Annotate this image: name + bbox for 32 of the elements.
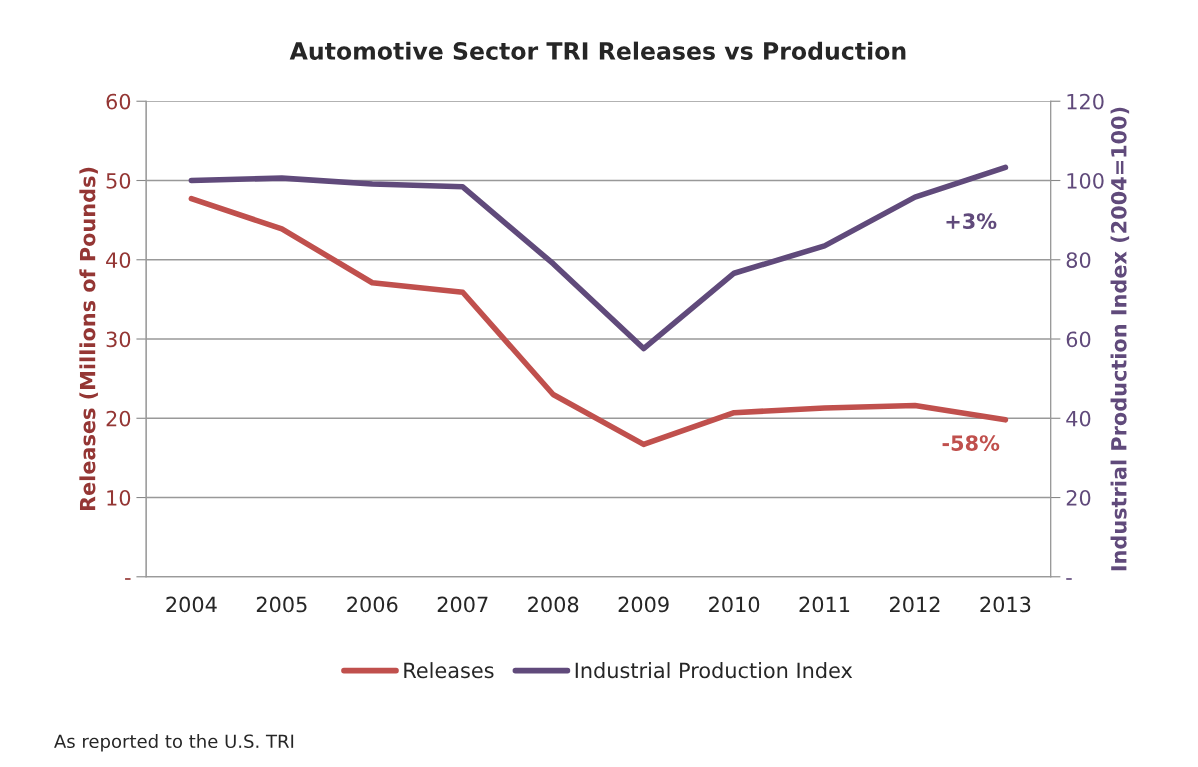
y2-tick-label: 80: [1066, 252, 1091, 268]
y2-tick-label: 60: [1066, 331, 1091, 348]
y-tick-label: 60: [106, 93, 131, 110]
chart-title: Automotive Sector TRI Releases vs Production: [289, 41, 906, 60]
x-tick-label: 2005: [256, 596, 307, 613]
x-tick-label: 2013: [980, 596, 1031, 613]
x-tick-label: 2010: [709, 596, 760, 613]
y-tick-label: 10: [107, 489, 131, 506]
y-tick-label: 20: [106, 410, 131, 427]
annotation: -58%: [942, 435, 1000, 451]
y2-tick-label: 120: [1067, 93, 1104, 110]
y2-axis-title: Industrial Production Index (2004=100): [1110, 107, 1130, 571]
x-tick-label: 2012: [889, 596, 940, 613]
x-tick-label: 2008: [528, 596, 579, 613]
legend-label: Industrial Production Index: [575, 662, 853, 679]
y2-tick-label: 40: [1066, 410, 1091, 427]
x-tick-label: 2009: [618, 596, 669, 613]
x-tick-label: 2011: [799, 596, 850, 613]
y-tick-label: 30: [106, 331, 131, 348]
text: As reported to the U.S. TRI: [54, 734, 294, 752]
legend-label: Releases: [404, 662, 494, 679]
y2-tick-label: 20: [1066, 489, 1091, 506]
y-tick-label: 40: [106, 252, 131, 268]
x-tick-label: 2004: [166, 596, 217, 613]
x-tick-label: 2006: [347, 596, 398, 613]
y2-tick-label: -: [1066, 578, 1072, 580]
x-tick-label: 2007: [437, 596, 488, 613]
annotation: +3%: [946, 213, 997, 230]
y2-tick-label: 100: [1067, 172, 1104, 189]
y-tick-label: -: [125, 578, 131, 580]
y-axis-title: Releases (Millions of Pounds): [79, 167, 98, 511]
y-tick-label: 50: [106, 172, 131, 189]
